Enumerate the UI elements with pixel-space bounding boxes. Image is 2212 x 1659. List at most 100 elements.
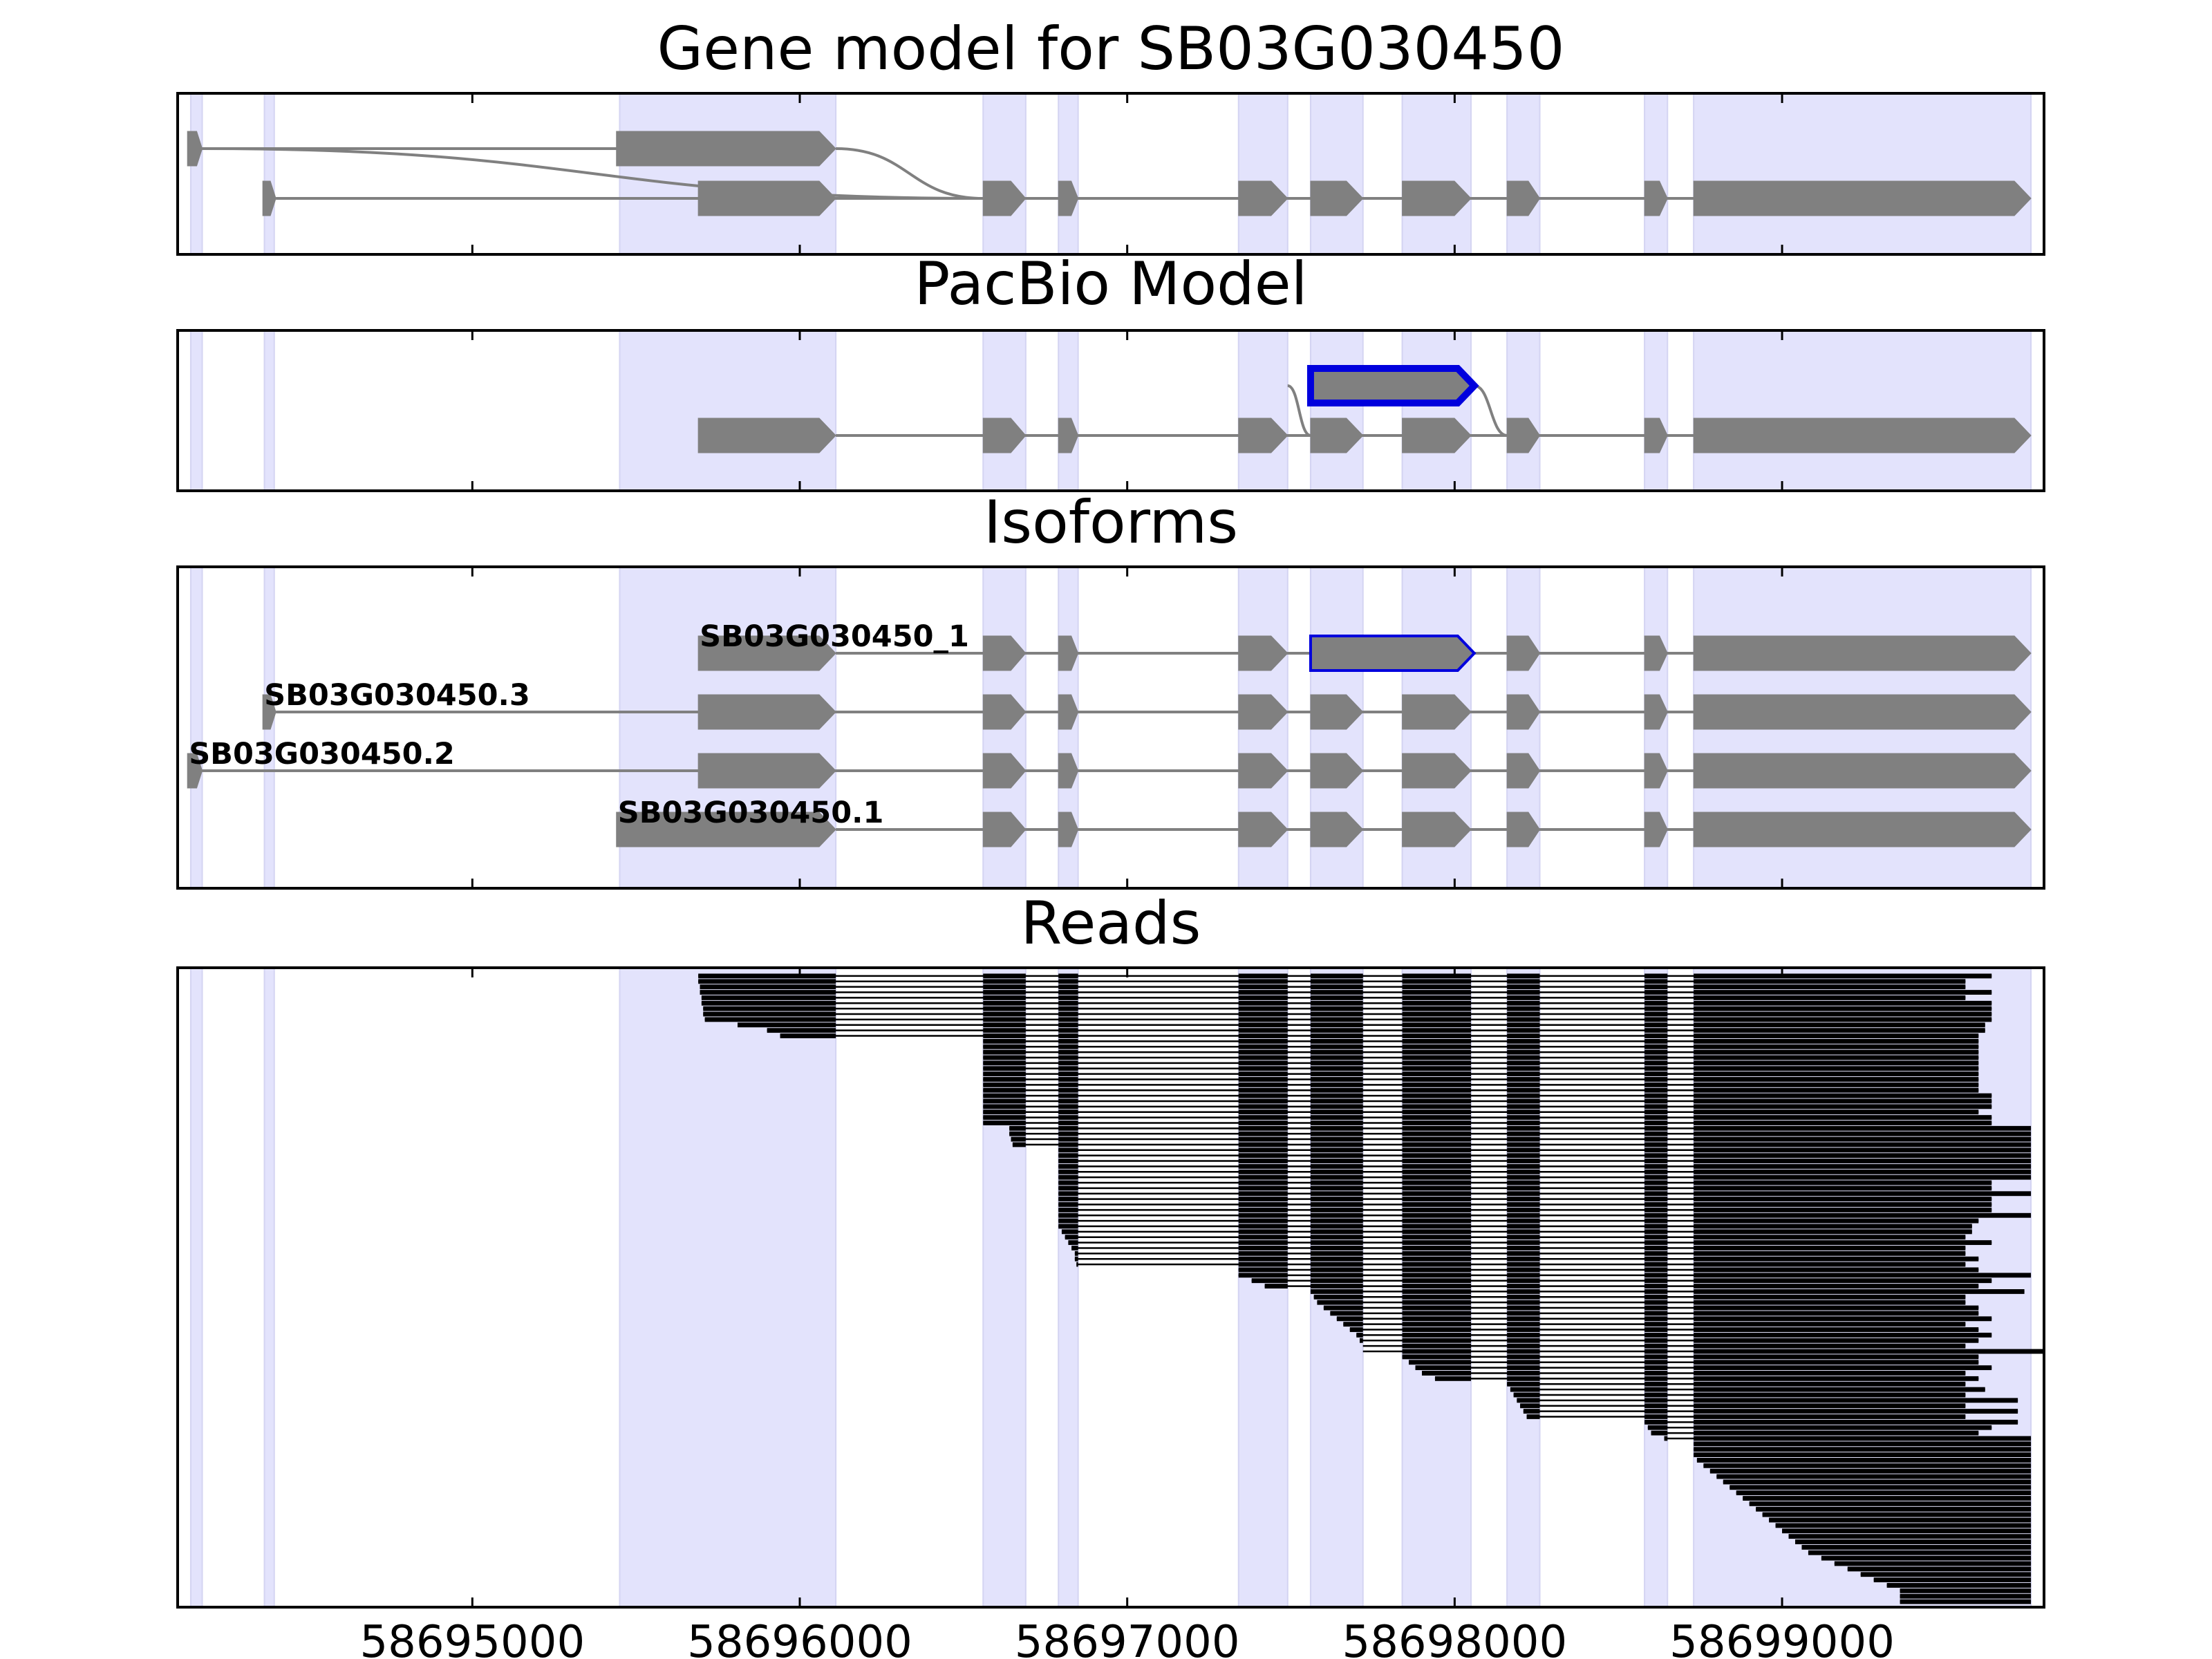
x-tick-label: 58696000	[687, 1617, 912, 1659]
exon-region-band	[1644, 93, 1669, 255]
read-block	[1507, 1028, 1540, 1033]
read-block	[1310, 1284, 1363, 1288]
read-block	[1644, 1212, 1668, 1218]
read-block	[1402, 1262, 1472, 1267]
read-block	[1507, 1066, 1540, 1071]
read-block	[1507, 1093, 1540, 1098]
read-block	[1310, 1229, 1363, 1235]
read-block	[1349, 1327, 1363, 1332]
read-block	[1644, 1082, 1668, 1087]
read-block	[1402, 1229, 1472, 1235]
read-block	[1644, 995, 1668, 1000]
read-block	[1402, 1049, 1472, 1055]
read-block	[1238, 1000, 1288, 1006]
read-block	[1694, 1136, 2032, 1142]
read-block	[1071, 1246, 1078, 1250]
read-block	[983, 1109, 1026, 1115]
read-block	[1507, 1022, 1540, 1028]
track-exon-mark	[1058, 180, 1079, 216]
read-block	[1402, 1115, 1472, 1121]
read-block	[1238, 1267, 1288, 1273]
read-block	[1507, 1229, 1540, 1235]
exon-region-band	[1237, 93, 1288, 255]
read-block	[1058, 1218, 1078, 1224]
exon-region-band	[1401, 93, 1472, 255]
read-block	[1644, 1300, 1668, 1305]
read-block	[1323, 1305, 1363, 1311]
read-block	[1762, 1512, 2032, 1517]
read-block	[1310, 1169, 1363, 1174]
read-block	[1310, 1049, 1363, 1055]
read-block	[1310, 1207, 1363, 1212]
read-block	[1402, 1006, 1472, 1011]
read-block	[1694, 1235, 1966, 1240]
read-block	[1644, 1250, 1668, 1256]
isoform-exon-mark	[616, 812, 836, 847]
read-block	[1058, 1191, 1078, 1197]
panel-title: Isoforms	[984, 488, 1238, 557]
read-block	[1507, 1169, 1540, 1174]
read-block	[1058, 1104, 1078, 1109]
read-block	[1694, 1419, 2018, 1425]
read-block	[1694, 1033, 1979, 1038]
read-block	[1058, 1197, 1078, 1202]
read-block	[1694, 1376, 1979, 1381]
read-block	[1801, 1544, 2032, 1550]
read-block	[1694, 1174, 2032, 1180]
read-block	[1507, 1000, 1540, 1006]
read-block	[1644, 1093, 1668, 1098]
read-block	[1644, 1332, 1668, 1338]
read-block	[1058, 1022, 1078, 1028]
read-block	[1310, 1104, 1363, 1109]
read-block	[1402, 1055, 1472, 1060]
read-block	[1507, 1131, 1540, 1136]
read-block	[1507, 1055, 1540, 1060]
read-block	[1238, 1060, 1288, 1066]
read-block	[1694, 1147, 2032, 1153]
read-block	[1238, 1256, 1288, 1262]
read-block	[1644, 1207, 1668, 1212]
read-block	[1058, 1174, 1078, 1180]
read-block	[1644, 1066, 1668, 1071]
read-block	[1402, 1044, 1472, 1049]
axes-frame	[176, 565, 2045, 890]
read-block	[1694, 1294, 1966, 1300]
read-block	[1402, 1305, 1472, 1311]
read-block	[1238, 1038, 1288, 1044]
read-block	[1644, 1049, 1668, 1055]
read-block	[1402, 1349, 1472, 1354]
read-block	[1251, 1278, 1288, 1284]
read-block	[1769, 1517, 2032, 1523]
read-block	[1507, 1327, 1540, 1332]
read-block	[1310, 1147, 1363, 1153]
track-exon-mark	[982, 418, 1027, 453]
panel-reads: Reads 58695000 58696000 58697000 58698000 586…	[176, 889, 2045, 1659]
read-block	[1058, 979, 1078, 984]
read-block	[1743, 1496, 2032, 1501]
read-block	[1422, 1371, 1472, 1376]
read-block	[1694, 990, 1992, 995]
read-block	[1310, 1017, 1363, 1022]
read-block	[983, 1044, 1026, 1049]
read-block	[1058, 1049, 1078, 1055]
read-block	[1644, 1414, 1668, 1419]
read-block	[1402, 1224, 1472, 1229]
read-block	[1507, 1098, 1540, 1104]
read-block	[983, 1000, 1026, 1006]
read-block	[1310, 1289, 1363, 1294]
read-block	[703, 1011, 836, 1017]
track-exon-mark	[982, 180, 1027, 216]
read-block	[1058, 1044, 1078, 1049]
read-block	[1238, 1147, 1288, 1153]
track-exon-mark	[1310, 180, 1364, 216]
read-block	[1644, 1060, 1668, 1066]
read-block	[1238, 1071, 1288, 1077]
read-block	[1310, 1174, 1363, 1180]
isoform-exon-mark	[1238, 694, 1288, 730]
read-block	[1238, 1180, 1288, 1185]
read-block	[1402, 1278, 1472, 1284]
read-block	[1507, 1180, 1540, 1185]
exon-region-band	[1506, 330, 1541, 491]
isoform-exon-mark	[1506, 753, 1541, 789]
isoform-exon-mark	[1644, 812, 1668, 847]
